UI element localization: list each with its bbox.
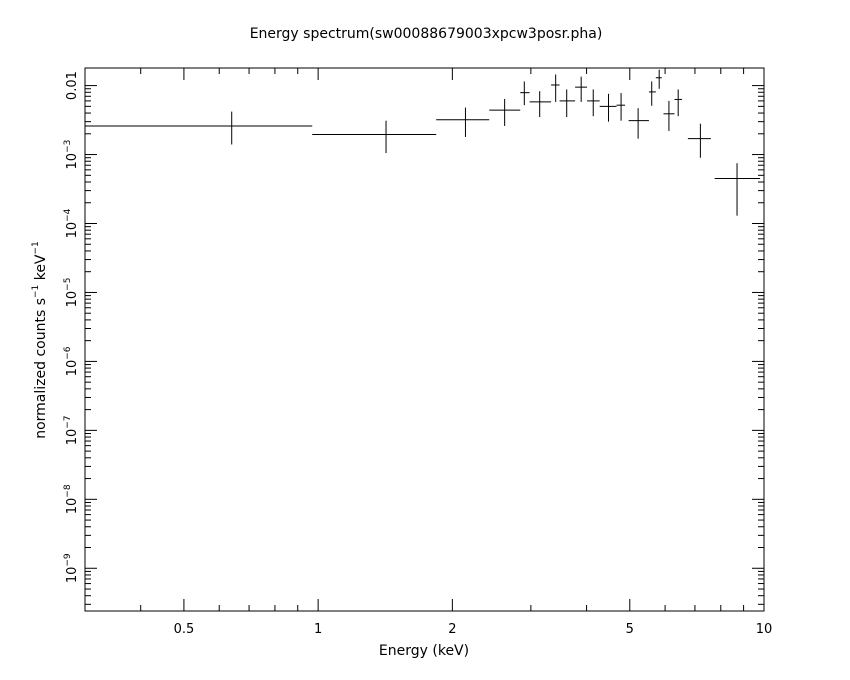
data-point — [489, 98, 521, 126]
data-point — [85, 111, 313, 145]
y-tick-mantissa: 10 — [65, 429, 80, 446]
data-point — [312, 120, 437, 154]
y-axis-label-exp2: −1 — [31, 241, 41, 254]
data-point — [551, 74, 560, 102]
y-tick-label: 10−9 — [63, 553, 80, 583]
y-tick-exponent: −5 — [63, 278, 73, 291]
data-points — [85, 69, 761, 216]
data-point — [436, 107, 490, 137]
y-tick-mantissa: 10 — [65, 153, 80, 170]
y-tick-exponent: −4 — [63, 208, 73, 222]
data-point — [687, 123, 711, 158]
x-tick-label: 2 — [448, 622, 456, 637]
x-axis-label: Energy (keV) — [379, 643, 469, 659]
y-tick-label: 10−5 — [63, 278, 80, 308]
y-tick-exponent: −9 — [63, 553, 73, 567]
y-tick-label: 10−3 — [63, 140, 80, 170]
data-point — [559, 89, 576, 118]
y-tick-label: 0.01 — [65, 71, 80, 100]
y-tick-exponent: −7 — [63, 415, 73, 428]
y-axis-label-text: normalized counts s — [33, 298, 49, 439]
y-tick-exponent: −6 — [63, 346, 73, 360]
chart-title: Energy spectrum(sw00088679003xpcw3posr.p… — [250, 26, 603, 42]
y-tick-label: 10−7 — [63, 415, 80, 445]
data-point — [587, 89, 600, 117]
y-tick-label: 10−8 — [63, 484, 80, 514]
data-point — [714, 163, 761, 216]
y-tick-mantissa: 10 — [65, 498, 80, 515]
y-axis-label-exp1: −1 — [31, 285, 41, 298]
x-tick-label: 5 — [626, 622, 634, 637]
y-axis-label: normalized counts s−1 keV−1 — [31, 241, 49, 439]
data-point — [616, 93, 626, 121]
data-point — [655, 69, 662, 89]
data-point — [628, 108, 649, 139]
y-axis-label-unit: keV — [33, 254, 49, 285]
y-tick-mantissa: 10 — [65, 222, 80, 239]
y-tick-mantissa: 10 — [65, 567, 80, 584]
data-point — [520, 81, 530, 106]
axis-ticks — [84, 68, 765, 611]
data-point — [663, 100, 675, 131]
x-tick-label: 1 — [314, 622, 322, 637]
data-point — [599, 93, 617, 122]
x-tick-labels: 0.5 1 2 5 10 — [174, 622, 773, 637]
data-point — [575, 76, 588, 102]
plot-frame — [84, 67, 765, 612]
data-point — [648, 81, 656, 106]
data-point — [674, 89, 683, 117]
data-point — [529, 91, 552, 118]
y-tick-mantissa: 10 — [65, 291, 80, 308]
y-tick-mantissa: 0.01 — [65, 71, 80, 100]
y-tick-exponent: −8 — [63, 484, 73, 498]
y-tick-label: 10−4 — [63, 208, 80, 238]
y-tick-exponent: −3 — [63, 140, 73, 153]
y-tick-mantissa: 10 — [65, 360, 80, 377]
x-tick-label: 10 — [756, 622, 773, 637]
x-tick-label: 0.5 — [174, 622, 195, 637]
y-tick-label: 10−6 — [63, 346, 80, 376]
